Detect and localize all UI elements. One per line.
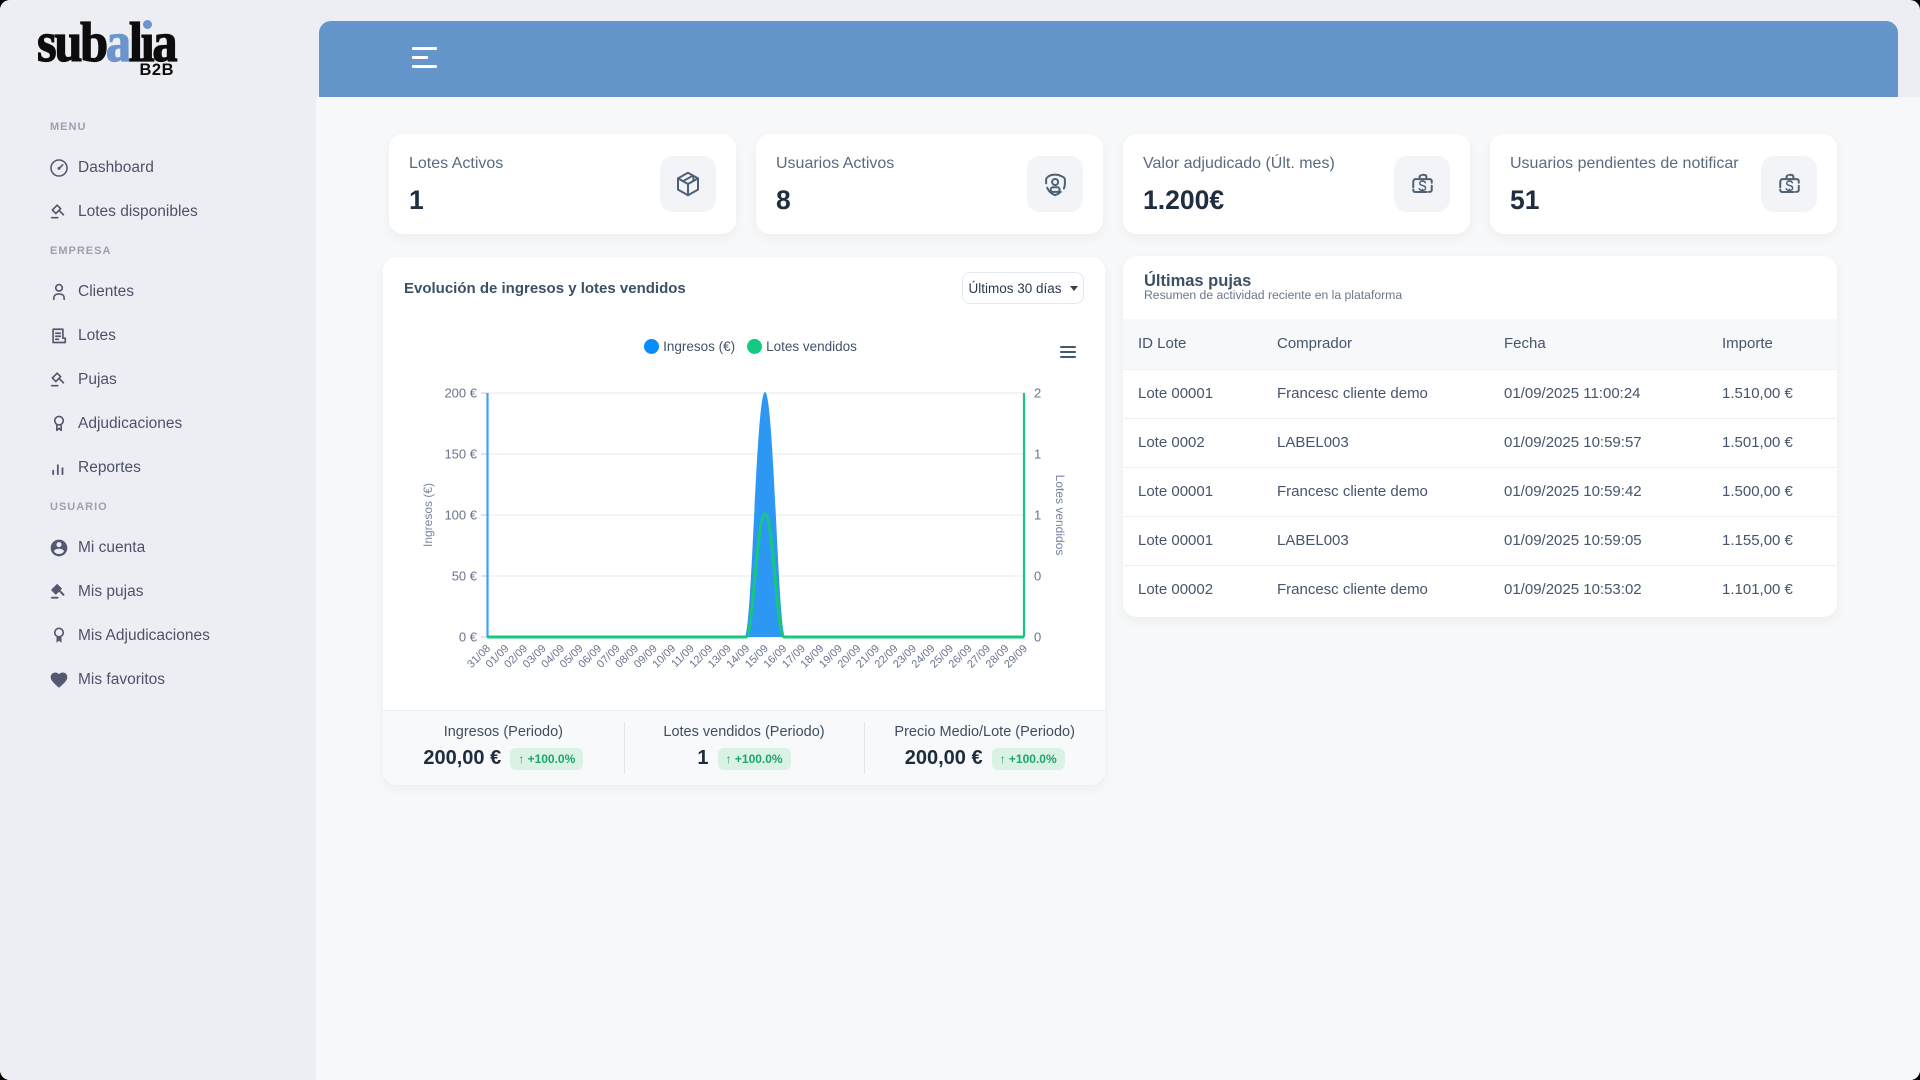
- svg-text:50 €: 50 €: [452, 569, 478, 584]
- svg-text:100 €: 100 €: [444, 508, 477, 523]
- svg-text:0: 0: [1034, 569, 1041, 584]
- svg-text:150 €: 150 €: [444, 447, 477, 462]
- svg-text:Lotes vendidos: Lotes vendidos: [1053, 475, 1067, 556]
- svg-text:1: 1: [1034, 447, 1041, 462]
- svg-text:2: 2: [1034, 386, 1041, 401]
- svg-text:0: 0: [1034, 630, 1041, 645]
- svg-text:0 €: 0 €: [459, 630, 478, 645]
- svg-text:200 €: 200 €: [444, 386, 477, 401]
- svg-text:1: 1: [1034, 508, 1041, 523]
- svg-text:Ingresos (€): Ingresos (€): [421, 483, 435, 547]
